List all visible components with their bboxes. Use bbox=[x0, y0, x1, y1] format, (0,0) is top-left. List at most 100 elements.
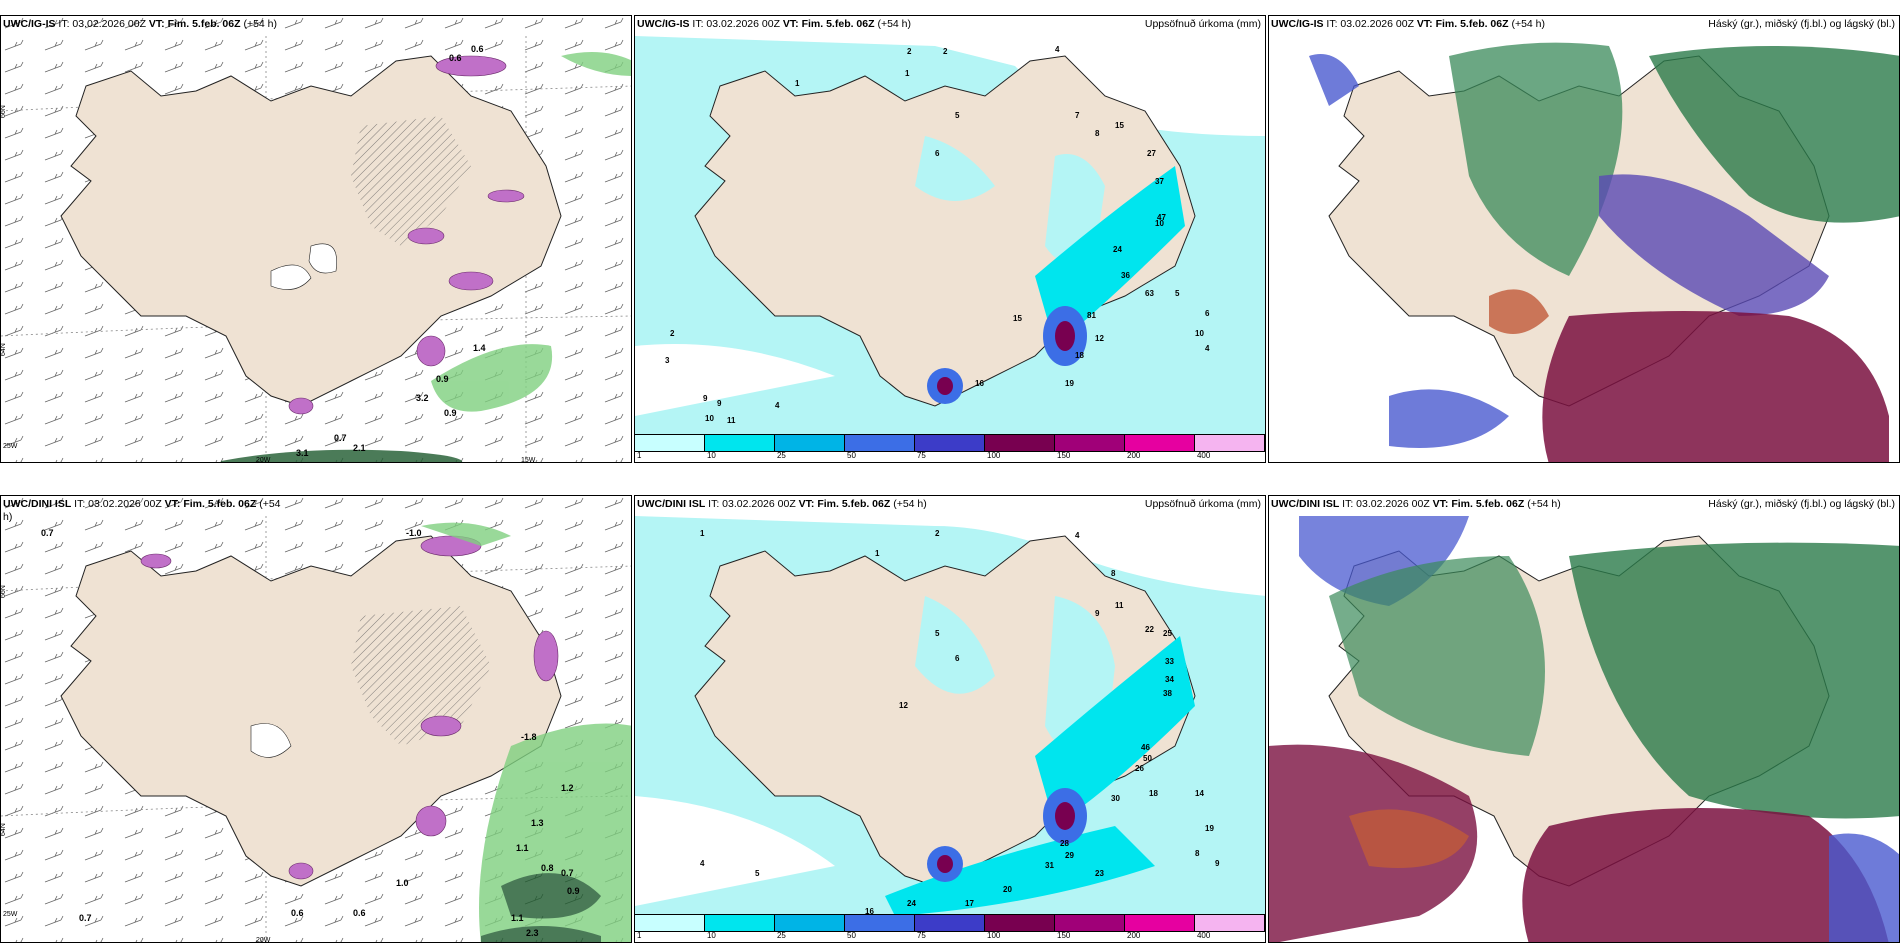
precip-colorbar: 1 10 25 50 75 100 150 200 400 bbox=[635, 434, 1265, 462]
colorbar-swatch bbox=[1195, 915, 1265, 931]
svg-text:0.9: 0.9 bbox=[444, 408, 457, 418]
svg-text:8: 8 bbox=[1095, 129, 1100, 138]
svg-text:2: 2 bbox=[907, 47, 912, 56]
map-winds-top: 0.6 0.6 0.9 3.2 1.4 0.9 0.7 3.1 2.1 66N … bbox=[1, 16, 631, 463]
svg-text:4: 4 bbox=[1205, 344, 1210, 353]
colorbar-swatch bbox=[915, 915, 985, 931]
colorbar-swatch bbox=[775, 435, 845, 451]
svg-text:1.1: 1.1 bbox=[516, 843, 529, 853]
svg-text:24: 24 bbox=[907, 899, 916, 908]
map-winds-bottom: 0.7 -1.0 -1.8 1.2 1.3 1.1 0.8 0.7 0.9 1.… bbox=[1, 496, 631, 943]
svg-text:4: 4 bbox=[775, 401, 780, 410]
svg-text:1: 1 bbox=[700, 529, 705, 538]
svg-text:2: 2 bbox=[670, 329, 675, 338]
colorbar-label: 75 bbox=[916, 931, 926, 940]
svg-text:23: 23 bbox=[1095, 869, 1104, 878]
svg-text:16: 16 bbox=[975, 379, 984, 388]
svg-text:81: 81 bbox=[1087, 311, 1096, 320]
svg-text:27: 27 bbox=[1147, 149, 1156, 158]
precip-colorbar: 1 10 25 50 75 100 150 200 400 bbox=[635, 914, 1265, 942]
colorbar-swatch bbox=[635, 435, 705, 451]
svg-text:16: 16 bbox=[865, 907, 874, 916]
svg-text:0.8: 0.8 bbox=[541, 863, 554, 873]
svg-text:29: 29 bbox=[1065, 851, 1074, 860]
colorbar-swatch bbox=[845, 435, 915, 451]
panel-bottom-left: UWC/DINI ISL IT: 03.02.2026 00Z VT: Fim.… bbox=[0, 495, 632, 943]
svg-text:26: 26 bbox=[1135, 764, 1144, 773]
panel-right-title: Uppsöfnuð úrkoma (mm) bbox=[1144, 498, 1261, 510]
panel-title: UWC/DINI ISL IT: 03.02.2026 00Z VT: Fim.… bbox=[3, 498, 281, 523]
map-precip-top: 2 2 1 1 4 5 7 6 8 10 15 27 37 47 24 36 6… bbox=[635, 36, 1265, 436]
svg-text:9: 9 bbox=[1095, 609, 1100, 618]
svg-text:2.3: 2.3 bbox=[526, 928, 539, 938]
svg-text:22: 22 bbox=[1145, 625, 1154, 634]
svg-text:12: 12 bbox=[899, 701, 908, 710]
svg-text:11: 11 bbox=[1115, 601, 1124, 610]
panel-top-right: UWC/IG-IS IT: 03.02.2026 00Z VT: Fim. 5.… bbox=[1268, 15, 1900, 463]
colorbar-label: 1 bbox=[637, 931, 642, 940]
svg-text:66N: 66N bbox=[1, 585, 7, 598]
svg-text:31: 31 bbox=[1045, 861, 1054, 870]
svg-text:37: 37 bbox=[1155, 177, 1164, 186]
colorbar-swatch bbox=[635, 915, 705, 931]
colorbar-label: 400 bbox=[1196, 931, 1211, 940]
svg-text:3.1: 3.1 bbox=[296, 448, 309, 458]
svg-text:19: 19 bbox=[1205, 824, 1214, 833]
svg-text:6: 6 bbox=[935, 149, 940, 158]
svg-text:1: 1 bbox=[875, 549, 880, 558]
colorbar-swatch bbox=[1125, 915, 1195, 931]
colorbar-swatch bbox=[1125, 435, 1195, 451]
svg-text:2: 2 bbox=[935, 529, 940, 538]
svg-text:47: 47 bbox=[1157, 213, 1166, 222]
map-clouds-top bbox=[1269, 36, 1899, 462]
svg-text:9: 9 bbox=[703, 394, 708, 403]
svg-text:1: 1 bbox=[905, 69, 910, 78]
panel-bottom-mid: UWC/DINI ISL IT: 03.02.2026 00Z VT: Fim.… bbox=[634, 495, 1266, 943]
colorbar-label: 25 bbox=[776, 931, 786, 940]
svg-text:3.2: 3.2 bbox=[416, 393, 429, 403]
svg-text:25W: 25W bbox=[3, 443, 18, 450]
svg-text:19: 19 bbox=[1065, 379, 1074, 388]
map-precip-bottom: 1 2 1 4 5 6 8 9 11 22 25 33 34 38 46 50 … bbox=[635, 516, 1265, 916]
value-labels: 1 2 1 4 5 6 8 9 11 22 25 33 34 38 46 50 … bbox=[700, 529, 1220, 916]
svg-text:20W: 20W bbox=[256, 937, 271, 943]
panel-right-title: Háský (gr.), miðský (fj.bl.) og lágský (… bbox=[1708, 18, 1895, 30]
colorbar-swatch bbox=[1055, 435, 1125, 451]
svg-text:20: 20 bbox=[1003, 885, 1012, 894]
colorbar-label: 150 bbox=[1057, 451, 1071, 460]
svg-text:5: 5 bbox=[935, 629, 940, 638]
svg-text:0.7: 0.7 bbox=[79, 913, 92, 923]
svg-text:20W: 20W bbox=[256, 457, 271, 463]
panel-top-left: UWC/IG-IS IT: 03.02.2026 00Z VT: Fim. 5.… bbox=[0, 15, 632, 463]
svg-text:0.6: 0.6 bbox=[471, 44, 484, 54]
svg-text:0.7: 0.7 bbox=[334, 433, 347, 443]
svg-text:9: 9 bbox=[717, 399, 722, 408]
svg-text:12: 12 bbox=[1095, 334, 1104, 343]
value-labels: 0.6 0.6 0.9 3.2 1.4 0.9 0.7 3.1 2.1 bbox=[296, 44, 486, 458]
value-labels: 0.7 -1.0 -1.8 1.2 1.3 1.1 0.8 0.7 0.9 1.… bbox=[41, 528, 580, 938]
svg-text:0.7: 0.7 bbox=[41, 528, 54, 538]
colorbar-label: 100 bbox=[987, 931, 1001, 940]
svg-text:0.9: 0.9 bbox=[436, 374, 449, 384]
svg-text:7: 7 bbox=[1075, 111, 1080, 120]
svg-text:18: 18 bbox=[1075, 351, 1084, 360]
svg-text:4: 4 bbox=[1055, 45, 1060, 54]
svg-text:63: 63 bbox=[1145, 289, 1154, 298]
svg-text:0.6: 0.6 bbox=[449, 53, 462, 63]
svg-text:46: 46 bbox=[1141, 743, 1150, 752]
colorbar-label: 25 bbox=[776, 451, 786, 460]
svg-text:14: 14 bbox=[1195, 789, 1204, 798]
panel-bottom-right: UWC/DINI ISL IT: 03.02.2026 00Z VT: Fim.… bbox=[1268, 495, 1900, 943]
colorbar-label: 1 bbox=[637, 451, 642, 460]
panel-title: UWC/IG-IS IT: 03.02.2026 00Z VT: Fim. 5.… bbox=[1271, 18, 1546, 30]
svg-text:36: 36 bbox=[1121, 271, 1130, 280]
panel-right-title: Háský (gr.), miðský (fj.bl.) og lágský (… bbox=[1708, 498, 1895, 510]
svg-text:8: 8 bbox=[1111, 569, 1116, 578]
panel-right-title: Uppsöfnuð úrkoma (mm) bbox=[1144, 18, 1261, 30]
colorbar-label: 400 bbox=[1196, 451, 1211, 460]
svg-text:50: 50 bbox=[1143, 754, 1152, 763]
colorbar-swatch bbox=[1055, 915, 1125, 931]
svg-text:17: 17 bbox=[965, 899, 974, 908]
svg-text:64N: 64N bbox=[1, 343, 7, 356]
svg-text:15: 15 bbox=[1013, 314, 1022, 323]
